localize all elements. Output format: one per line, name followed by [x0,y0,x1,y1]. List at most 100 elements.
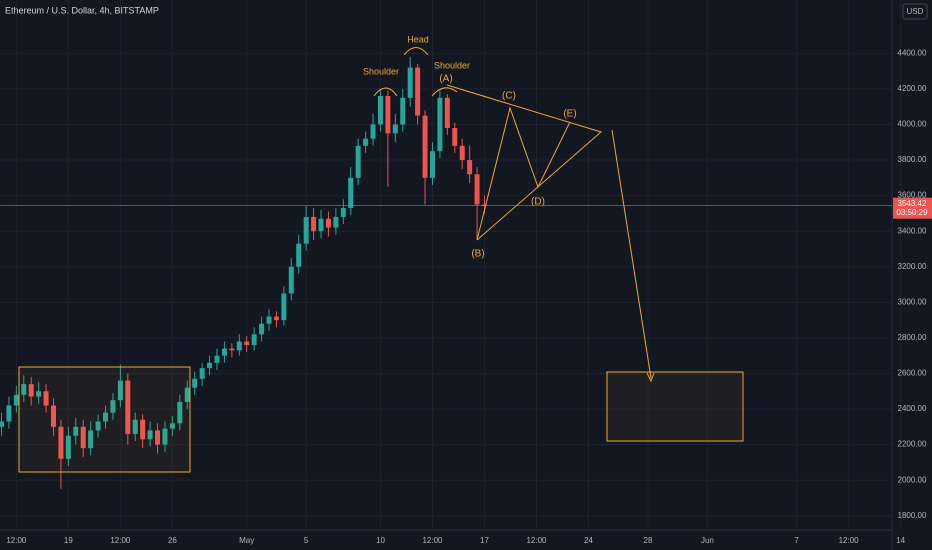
y-tick-label: 2600.00 [898,369,927,378]
candle-body [0,421,4,427]
wave-label: (D) [531,197,545,208]
wave-label: (C) [502,91,516,102]
arrow-line [611,129,652,379]
candle-body [281,293,287,321]
candle-body [273,316,279,321]
candle-body [244,341,250,346]
y-tick-label: 2800.00 [898,333,927,342]
candle-body [177,401,183,424]
y-tick-label: 3600.00 [898,191,927,200]
candle-body [13,394,19,406]
y-tick-label: 2400.00 [898,404,927,413]
x-tick-label: 5 [304,536,309,545]
countdown-label: 03:50:29 [896,208,928,217]
x-tick-label: 19 [64,536,73,545]
candle-body [36,391,42,397]
candle-body [340,208,346,217]
candle-body [303,216,309,244]
candle-body [169,423,175,429]
candle-body [415,67,421,116]
annotation: Shoulder [434,60,470,70]
candle-body [325,218,331,228]
candle-body [162,428,168,445]
x-tick-label: 26 [168,536,177,545]
candle-body [110,400,116,413]
x-tick-label: 12:00 [6,536,27,545]
candle-body [58,426,64,459]
x-tick-label: Jun [701,536,714,545]
candle-body [333,216,339,228]
candle-body [385,96,391,134]
annotation: Head [407,34,429,44]
candle-body [355,145,361,178]
grid [0,0,902,530]
last-price-label: 3543.42 [898,199,927,208]
candle-body [28,384,34,397]
y-tick-label: 1800.00 [898,511,927,520]
candle-body [236,341,242,351]
candle-body [80,426,86,449]
candle-body [467,160,473,175]
annotation: Shoulder [363,66,399,76]
x-tick-label: 17 [480,536,489,545]
candle-body [214,355,220,363]
candles [0,56,487,490]
y-tick-label: 3400.00 [898,226,927,235]
wave-label: (B) [471,249,484,260]
candle-body [311,216,317,232]
candle-body [422,115,428,178]
x-tick-label: 7 [794,536,799,545]
wave-label: (A) [439,74,452,85]
candle-body [474,174,480,205]
wave-label: (E) [563,109,576,120]
candle-body [88,430,94,449]
head-arc [403,47,429,56]
x-tick-label: May [239,536,254,545]
triangle-outline [446,84,603,241]
candle-body [459,145,465,161]
y-tick-label: 2200.00 [898,440,927,449]
candle-body [259,323,265,335]
candle-body [229,348,235,351]
candle-body [21,384,27,395]
x-tick-label: 24 [584,536,593,545]
candle-body [296,243,302,267]
y-tick-label: 2000.00 [898,475,927,484]
y-tick-label: 4200.00 [898,84,927,93]
x-tick-label: 14 [896,536,905,545]
candle-body [140,419,146,440]
candle-body [51,405,57,427]
candle-body [184,387,190,402]
candle-body [43,391,49,406]
y-tick-label: 3200.00 [898,262,927,271]
candle-body [481,204,487,206]
candle-body [251,334,257,346]
x-tick-label: 28 [644,536,653,545]
last-price-tag [893,197,932,219]
candle-body [444,97,450,129]
currency-box[interactable] [902,3,928,20]
candle-body [199,368,205,379]
candle-body [437,97,443,152]
candle-body [6,405,12,422]
wave-path [476,106,571,241]
candle-body [65,435,71,459]
candle-body [125,380,131,434]
y-tick-label: 4400.00 [898,48,927,57]
currency-label[interactable]: USD [907,7,924,16]
shoulder-arc [431,87,458,97]
candle-body [132,419,138,434]
candle-body [266,316,272,324]
candle-body [207,362,213,369]
candle-body [73,426,79,436]
overlay: 1800.00 2000.00 2200.00 2400.00 2600.00 2800.… [0,48,932,545]
shoulder-arc [373,87,398,97]
candle-body [117,380,123,401]
candle-body [429,151,435,178]
y-tick-label: 4000.00 [898,120,927,129]
candle-body [103,412,109,422]
x-tick-label: 12:00 [422,536,443,545]
